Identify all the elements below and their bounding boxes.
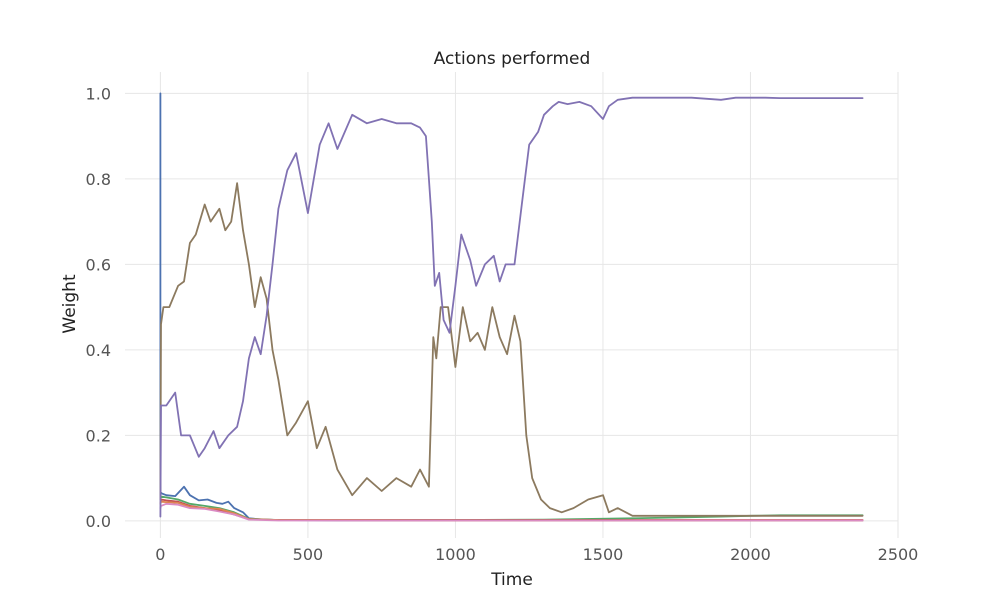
series-line-4	[159, 500, 864, 522]
y-tick-label: 0.4	[86, 341, 111, 360]
x-tick-label: 0	[155, 545, 165, 564]
x-tick-label: 1000	[435, 545, 476, 564]
series-line-5	[159, 502, 864, 522]
y-axis-label: Weight	[60, 274, 80, 334]
y-tick-label: 0.2	[86, 426, 111, 445]
y-tick-label: 0.0	[86, 512, 111, 531]
series-line-3	[159, 498, 864, 521]
x-tick-label: 2500	[878, 545, 919, 564]
y-tick-label: 0.8	[86, 170, 111, 189]
x-axis-label: Time	[490, 570, 533, 590]
tick-labels: 0 500 1000 1500 2000 2500 0.0 0.2 0.4 0.6 0.8 1.0	[86, 84, 919, 564]
x-tick-label: 1500	[583, 545, 624, 564]
series-line-7	[159, 96, 864, 518]
x-tick-label: 500	[293, 545, 324, 564]
chart-title: Actions performed	[434, 49, 591, 69]
x-tick-label: 2000	[730, 545, 771, 564]
grid	[125, 72, 899, 538]
y-tick-label: 1.0	[86, 84, 111, 103]
series-lines	[159, 92, 864, 522]
series-line-6	[159, 182, 864, 517]
series-line-1	[159, 92, 864, 522]
y-tick-label: 0.6	[86, 255, 111, 274]
